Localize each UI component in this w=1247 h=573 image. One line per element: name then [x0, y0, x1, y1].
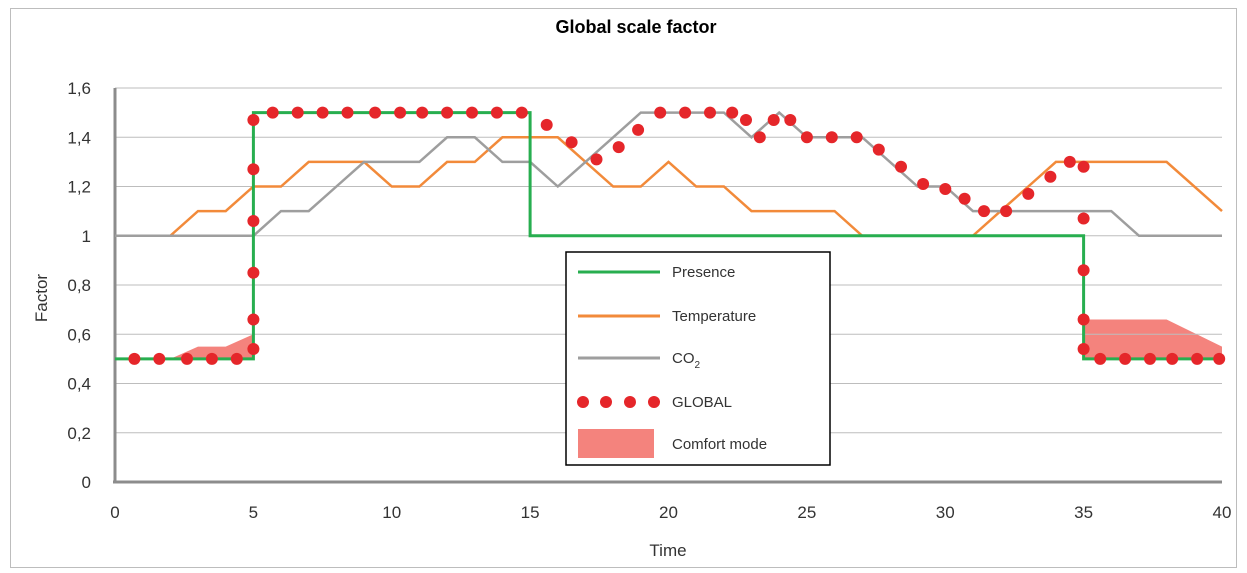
x-tick-label: 35	[1074, 503, 1093, 522]
global-point	[917, 178, 930, 190]
global-point	[394, 106, 407, 119]
global-point	[704, 106, 716, 119]
comfort-area-1	[170, 334, 254, 359]
x-tick-label: 25	[797, 503, 816, 522]
global-point	[679, 106, 692, 119]
global-point	[341, 106, 354, 119]
global-point	[316, 106, 329, 119]
global-point	[266, 106, 279, 119]
global-point	[466, 106, 478, 119]
global-point	[850, 131, 863, 144]
global-point	[1077, 160, 1090, 173]
global-dots	[128, 106, 1226, 365]
x-axis-label: Time	[649, 541, 686, 560]
legend-swatch-global-dot	[648, 396, 660, 408]
x-tick-label: 15	[521, 503, 540, 522]
comfort-areas	[170, 319, 1222, 359]
global-point	[753, 131, 766, 144]
global-point	[895, 160, 907, 173]
global-point	[565, 136, 578, 149]
global-point	[1166, 352, 1179, 365]
x-tick-label: 20	[659, 503, 678, 522]
global-point	[825, 131, 838, 144]
y-tick-label: 0,6	[67, 325, 91, 344]
global-point	[590, 153, 603, 166]
global-point	[1144, 352, 1156, 365]
global-point	[1213, 352, 1226, 365]
y-tick-label: 1,4	[67, 128, 91, 147]
global-point	[181, 352, 193, 365]
global-point	[1119, 352, 1132, 365]
global-point	[1000, 205, 1013, 218]
global-point	[205, 352, 218, 365]
global-point	[654, 106, 667, 119]
global-point	[247, 163, 260, 176]
global-point	[939, 183, 952, 195]
global-point	[726, 106, 739, 119]
global-point	[1077, 264, 1090, 277]
y-axis-label: Factor	[32, 274, 51, 323]
y-tick-label: 0,4	[67, 375, 91, 394]
y-tick-label: 1,2	[67, 178, 91, 197]
global-point	[958, 192, 971, 205]
global-point	[247, 313, 260, 326]
global-point	[1077, 343, 1090, 355]
legend-swatch-global-dot	[577, 396, 589, 408]
legend-label-global: GLOBAL	[672, 394, 732, 411]
legend-label-temperature: Temperature	[672, 308, 756, 325]
global-point	[369, 106, 382, 119]
y-tick-label: 0,2	[67, 424, 91, 443]
legend-swatch-global-dot	[600, 396, 612, 408]
co2-line	[115, 110, 1222, 238]
global-point	[230, 352, 243, 365]
global-point	[1044, 170, 1057, 183]
y-tick-label: 1	[82, 227, 91, 246]
global-point	[1022, 187, 1035, 200]
legend-label-comfort: Comfort mode	[672, 436, 767, 453]
global-point	[1063, 155, 1076, 168]
global-point	[153, 352, 166, 365]
global-point	[247, 215, 260, 227]
global-point	[740, 114, 752, 126]
x-tick-label: 30	[936, 503, 955, 522]
y-tick-label: 0,8	[67, 276, 91, 295]
global-point	[247, 266, 260, 279]
legend-swatch-comfort	[578, 429, 654, 458]
global-point	[1077, 313, 1090, 326]
x-tick-label: 10	[382, 503, 401, 522]
chart-title: Global scale factor	[555, 17, 716, 37]
global-point	[767, 114, 780, 126]
comfort-area-2	[1083, 319, 1222, 359]
global-point	[128, 352, 141, 365]
global-point	[978, 205, 990, 218]
tick-labels: 0 0,2 0,4 0,6 0,8 1 1,2 1,4 1,6 0 5 10 15 20 25 30 35 40	[67, 79, 1231, 522]
global-point	[540, 118, 553, 131]
global-point	[612, 141, 625, 154]
x-tick-label: 0	[110, 503, 119, 522]
global-point	[1077, 212, 1090, 225]
legend: Presence Temperature CO2 GLOBAL Comfort mode	[565, 251, 831, 466]
y-tick-label: 1,6	[67, 79, 91, 98]
global-point	[441, 106, 454, 119]
global-point	[784, 114, 797, 126]
legend-label-presence: Presence	[672, 264, 735, 281]
global-point	[800, 131, 813, 144]
global-point	[247, 114, 260, 126]
global-point	[416, 106, 429, 119]
global-point	[515, 106, 528, 119]
global-point	[872, 143, 885, 156]
global-point	[632, 123, 645, 136]
y-tick-label: 0	[82, 473, 91, 492]
legend-label-co2: CO2	[672, 350, 701, 371]
global-point	[1094, 352, 1107, 365]
global-point	[291, 106, 304, 119]
x-tick-label: 5	[249, 503, 258, 522]
x-tick-label: 40	[1213, 503, 1232, 522]
global-point	[247, 343, 260, 355]
global-point	[1191, 352, 1204, 365]
axes	[113, 88, 1222, 484]
global-point	[490, 106, 503, 119]
legend-swatch-global-dot	[624, 396, 636, 408]
